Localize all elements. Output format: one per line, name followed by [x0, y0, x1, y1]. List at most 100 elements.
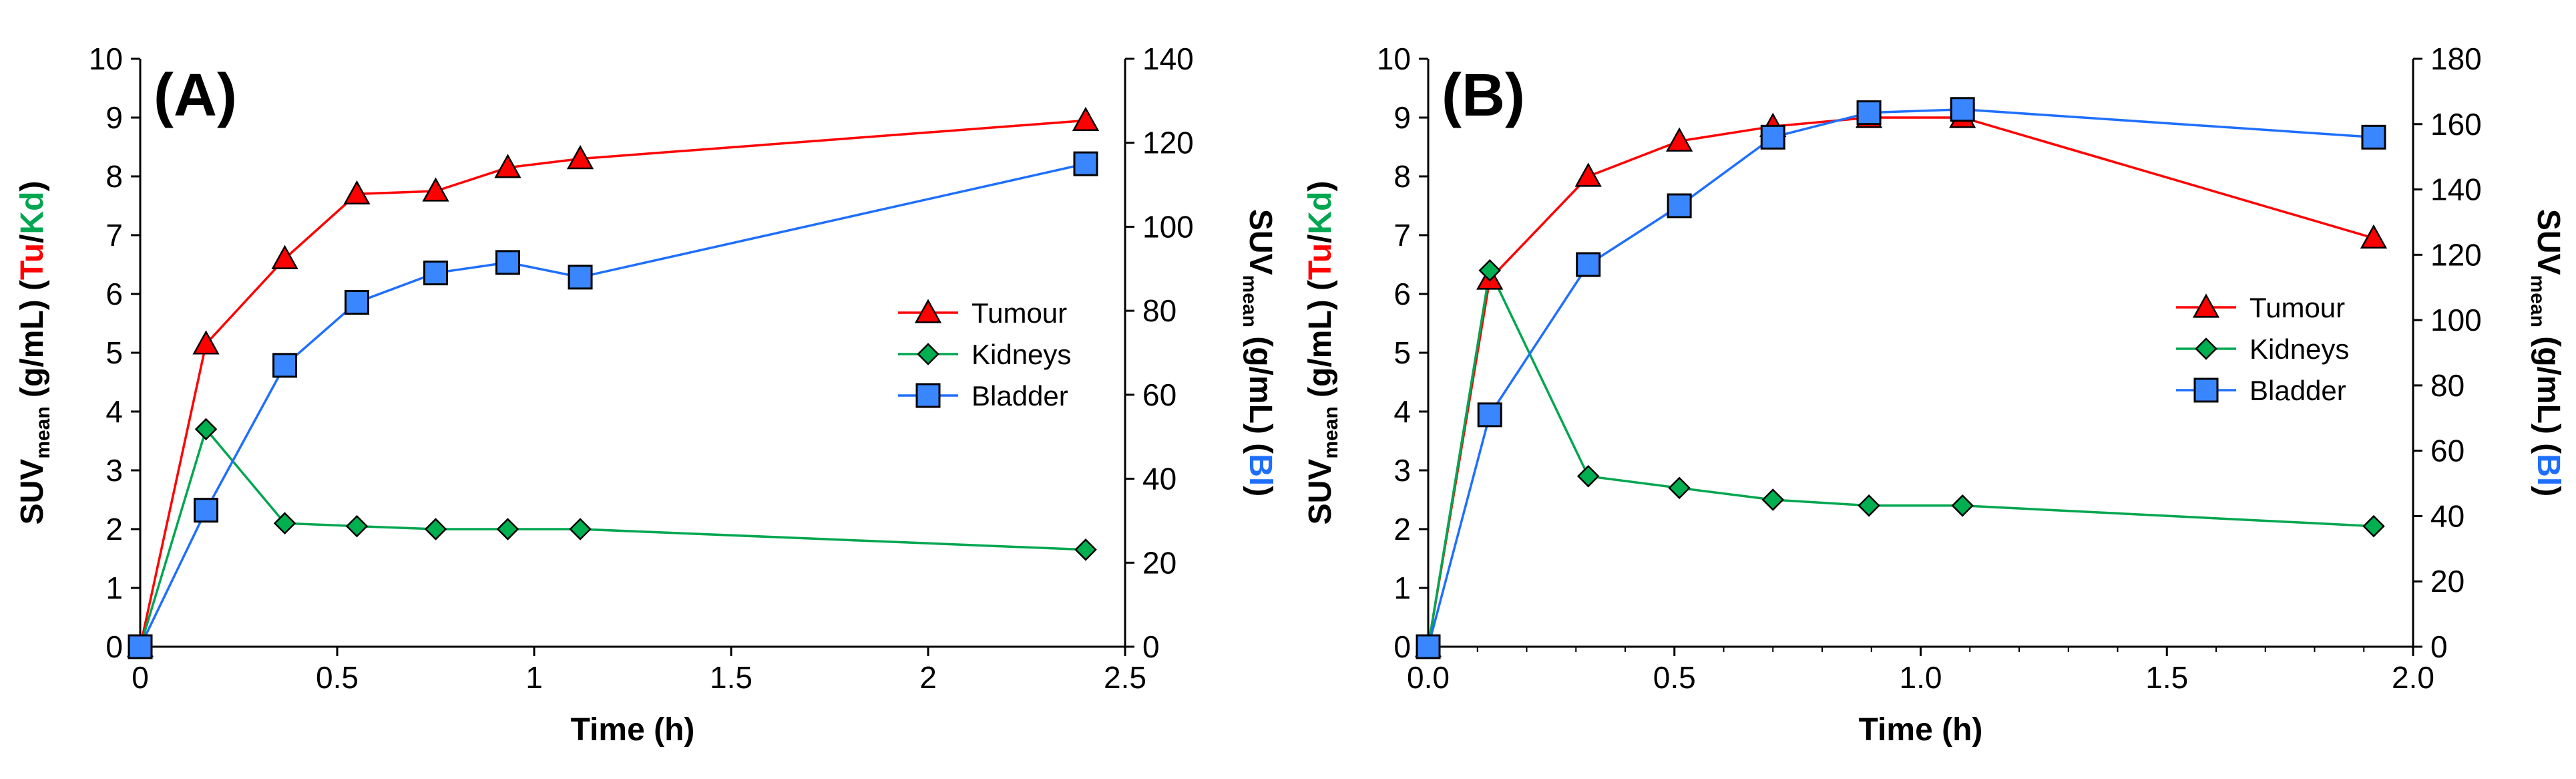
- data-point-kidneys: [273, 512, 296, 534]
- y-left-title-prefix: SUV: [1303, 459, 1338, 525]
- y-right-title-close: ): [2531, 486, 2566, 496]
- x-tick-label: 0: [132, 660, 149, 695]
- y-left-title-tumour: Tu: [15, 243, 50, 280]
- series-line-bladder: [139, 162, 1086, 647]
- y-left-tick-label: 5: [1393, 335, 1411, 370]
- y-right-tick-label: 120: [1142, 126, 1194, 160]
- data-point-bladder: [1667, 193, 1692, 218]
- legend-marker-tumour: [2192, 293, 2220, 318]
- legend-label-kidneys: Kidneys: [2249, 333, 2349, 365]
- y-left-tick-label: 8: [105, 159, 123, 194]
- y-right-title-prefix: SUV: [1243, 209, 1278, 275]
- data-point-kidneys: [496, 518, 519, 540]
- panel-label: (A): [154, 62, 237, 129]
- data-point-bladder: [423, 261, 448, 286]
- data-point-tumour: [1574, 162, 1602, 187]
- y-right-title-subscript: mean: [1239, 275, 1261, 327]
- legend-label-bladder: Bladder: [972, 380, 1068, 412]
- y-right-title-subscript: mean: [2527, 275, 2549, 327]
- data-point-kidneys: [1478, 259, 1501, 282]
- data-point-bladder: [568, 265, 593, 290]
- y-right-title-bladder: Bl: [2531, 454, 2566, 486]
- y-left-tick-label: 9: [105, 100, 123, 135]
- y-right-tick-label: 60: [2430, 434, 2464, 468]
- data-point-tumour: [1072, 106, 1100, 132]
- legend-marker-tumour: [914, 299, 942, 323]
- y-left-tick-label: 7: [105, 218, 123, 253]
- y-left-title-kidneys: Kd: [1303, 192, 1338, 235]
- y-left-tick-label: 6: [105, 277, 123, 311]
- series-line-bladder: [1427, 108, 2374, 647]
- y-right-tick-label: 60: [1142, 377, 1176, 412]
- chart-b-svg: 0.0 0.5 1.0 1.5 2.00123456789100204060801001…: [1303, 41, 2566, 748]
- y-right-title-prefix: SUV: [2531, 209, 2566, 275]
- y-right-tick-label: 80: [1142, 293, 1176, 328]
- data-point-bladder: [1950, 97, 1975, 122]
- data-point-tumour: [271, 245, 298, 269]
- data-point-kidneys: [1858, 494, 1880, 517]
- y-right-tick-label: 40: [1142, 462, 1176, 496]
- y-right-tick-label: 0: [2430, 629, 2448, 664]
- data-point-bladder: [194, 498, 219, 523]
- data-point-tumour: [2360, 224, 2388, 249]
- legend-label-tumour: Tumour: [2249, 292, 2345, 323]
- data-point-bladder: [1760, 124, 1785, 150]
- y-left-title-tumour: Tu: [1303, 243, 1338, 280]
- y-right-tick-label: 160: [2430, 107, 2482, 142]
- legend-label-tumour: Tumour: [972, 297, 1067, 329]
- x-tick-label: 0.0: [1407, 660, 1450, 695]
- y-right-tick-label: 140: [1142, 41, 1194, 76]
- y-left-title-close: ): [1303, 181, 1338, 192]
- y-left-tick-label: 7: [1393, 218, 1411, 253]
- y-left-tick-label: 2: [1393, 512, 1411, 547]
- y-left-title-close: ): [15, 181, 50, 192]
- x-axis-title: Time (h): [571, 712, 695, 748]
- y-right-title-close: ): [1243, 486, 1278, 496]
- data-point-kidneys: [1074, 538, 1097, 561]
- y-left-tick-label: 0: [1393, 629, 1411, 664]
- y-right-tick-label: 120: [2430, 237, 2482, 272]
- y-left-tick-label: 4: [1393, 394, 1411, 429]
- y-right-title-unit: (g/mL) (: [1243, 327, 1278, 454]
- y-left-tick-label: 1: [1393, 571, 1411, 605]
- y-right-tick-label: 20: [1142, 545, 1176, 580]
- data-point-bladder: [1856, 100, 1882, 126]
- y-right-tick-label: 40: [2430, 498, 2464, 533]
- x-tick-label: 2.5: [1104, 660, 1146, 695]
- data-point-tumour: [192, 330, 220, 355]
- data-point-bladder: [128, 634, 153, 659]
- series-line-tumour: [1427, 116, 2374, 647]
- data-point-tumour: [1666, 127, 1693, 152]
- y-left-tick-label: 1: [105, 571, 123, 605]
- x-tick-label: 0.5: [1653, 660, 1696, 695]
- legend-marker-kidneys: [2195, 337, 2217, 360]
- data-point-kidneys: [1576, 465, 1600, 488]
- y-left-tick-label: 0: [105, 629, 123, 664]
- y-left-title-slash: /: [1303, 235, 1338, 243]
- y-right-tick-label: 0: [1142, 629, 1160, 664]
- y-left-title-subscript: mean: [1320, 406, 1342, 458]
- y-right-tick-label: 20: [2430, 564, 2464, 599]
- y-right-title-unit: (g/mL) (: [2531, 327, 2566, 454]
- chart-panel-a: 0 0.5 1 1.5 2 2.5 0 1 2 3 4 5 6 7 8 9 10 0 20 40 60 80 100 120 1…: [15, 41, 1278, 748]
- y-axis-left-title: SUVmean (g/mL) (Tu/Kd): [15, 181, 54, 525]
- data-point-kidneys: [2362, 514, 2385, 538]
- data-point-bladder: [495, 250, 520, 275]
- data-point-kidneys: [345, 514, 369, 538]
- data-point-tumour: [343, 180, 371, 205]
- y-left-tick-label: 9: [1393, 100, 1411, 135]
- data-point-tumour: [422, 177, 449, 202]
- x-tick-label: 1.0: [1900, 660, 1942, 695]
- y-right-tick-label: 140: [2430, 172, 2482, 207]
- data-point-bladder: [272, 353, 298, 378]
- y-left-title-subscript: mean: [32, 406, 54, 458]
- x-tick-label: 1.5: [2145, 660, 2188, 695]
- chart-a-svg: 0 0.5 1 1.5 2 2.50123456789100204060801001201…: [15, 41, 1278, 748]
- y-left-title-kidneys: Kd: [15, 192, 50, 235]
- y-left-title-unit: (g/mL) (: [1303, 280, 1338, 406]
- data-point-tumour: [494, 154, 521, 178]
- data-point-kidneys: [424, 518, 447, 540]
- y-left-tick-label: 3: [105, 453, 123, 488]
- y-left-tick-label: 5: [105, 335, 123, 370]
- panel-label: (B): [1442, 62, 1525, 129]
